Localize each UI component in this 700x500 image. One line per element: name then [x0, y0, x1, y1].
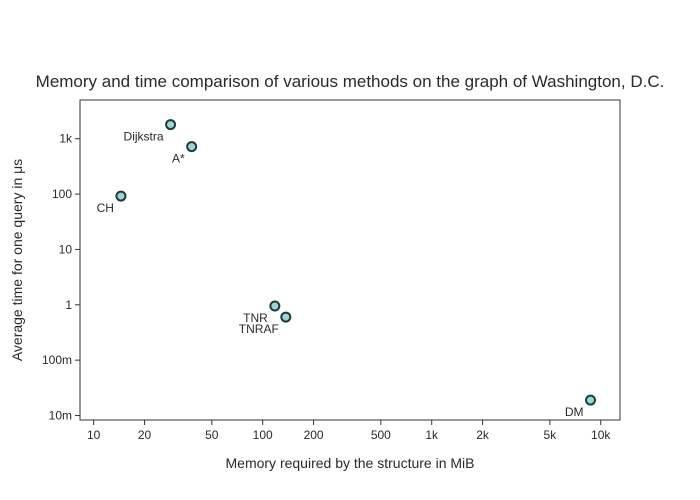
data-point-label: TNRAF	[239, 322, 279, 336]
data-point-label: Dijkstra	[124, 130, 164, 144]
x-tick-label: 200	[304, 428, 324, 442]
x-tick-label: 50	[205, 428, 219, 442]
x-tick-label: 10	[87, 428, 101, 442]
x-tick-label: 100	[253, 428, 273, 442]
x-tick-label: 2k	[476, 428, 490, 442]
plot-area	[79, 99, 621, 421]
data-point	[280, 311, 292, 323]
x-axis-title: Memory required by the structure in MiB	[226, 455, 475, 471]
data-point-label: A*	[172, 152, 185, 166]
data-point	[186, 141, 198, 153]
y-tick-label: 1k	[59, 132, 73, 146]
y-tick-label: 10	[59, 242, 73, 256]
x-tick-label: 500	[371, 428, 391, 442]
x-axis: 10 20 50 100 200 500 1k 2k 5k 10k	[87, 420, 611, 442]
y-axis: 10m 100m 1 10 100 1k	[42, 132, 80, 423]
x-tick-label: 5k	[544, 428, 558, 442]
y-axis-title: Average time for one query in μs	[9, 159, 25, 361]
data-point	[585, 394, 597, 406]
data-point	[165, 119, 177, 131]
data-point	[115, 190, 127, 202]
data-point-label: DM	[565, 405, 584, 419]
x-tick-label: 1k	[425, 428, 439, 442]
x-tick-label: 20	[138, 428, 152, 442]
data-point-label: TNR	[243, 311, 268, 325]
y-tick-label: 10m	[49, 409, 72, 423]
y-tick-label: 1	[65, 298, 72, 312]
x-tick-label: 10k	[591, 428, 611, 442]
data-point-label: CH	[97, 201, 114, 215]
data-point	[269, 300, 281, 312]
chart-title: Memory and time comparison of various me…	[36, 72, 665, 91]
y-tick-label: 100m	[42, 353, 72, 367]
y-tick-label: 100	[52, 187, 72, 201]
